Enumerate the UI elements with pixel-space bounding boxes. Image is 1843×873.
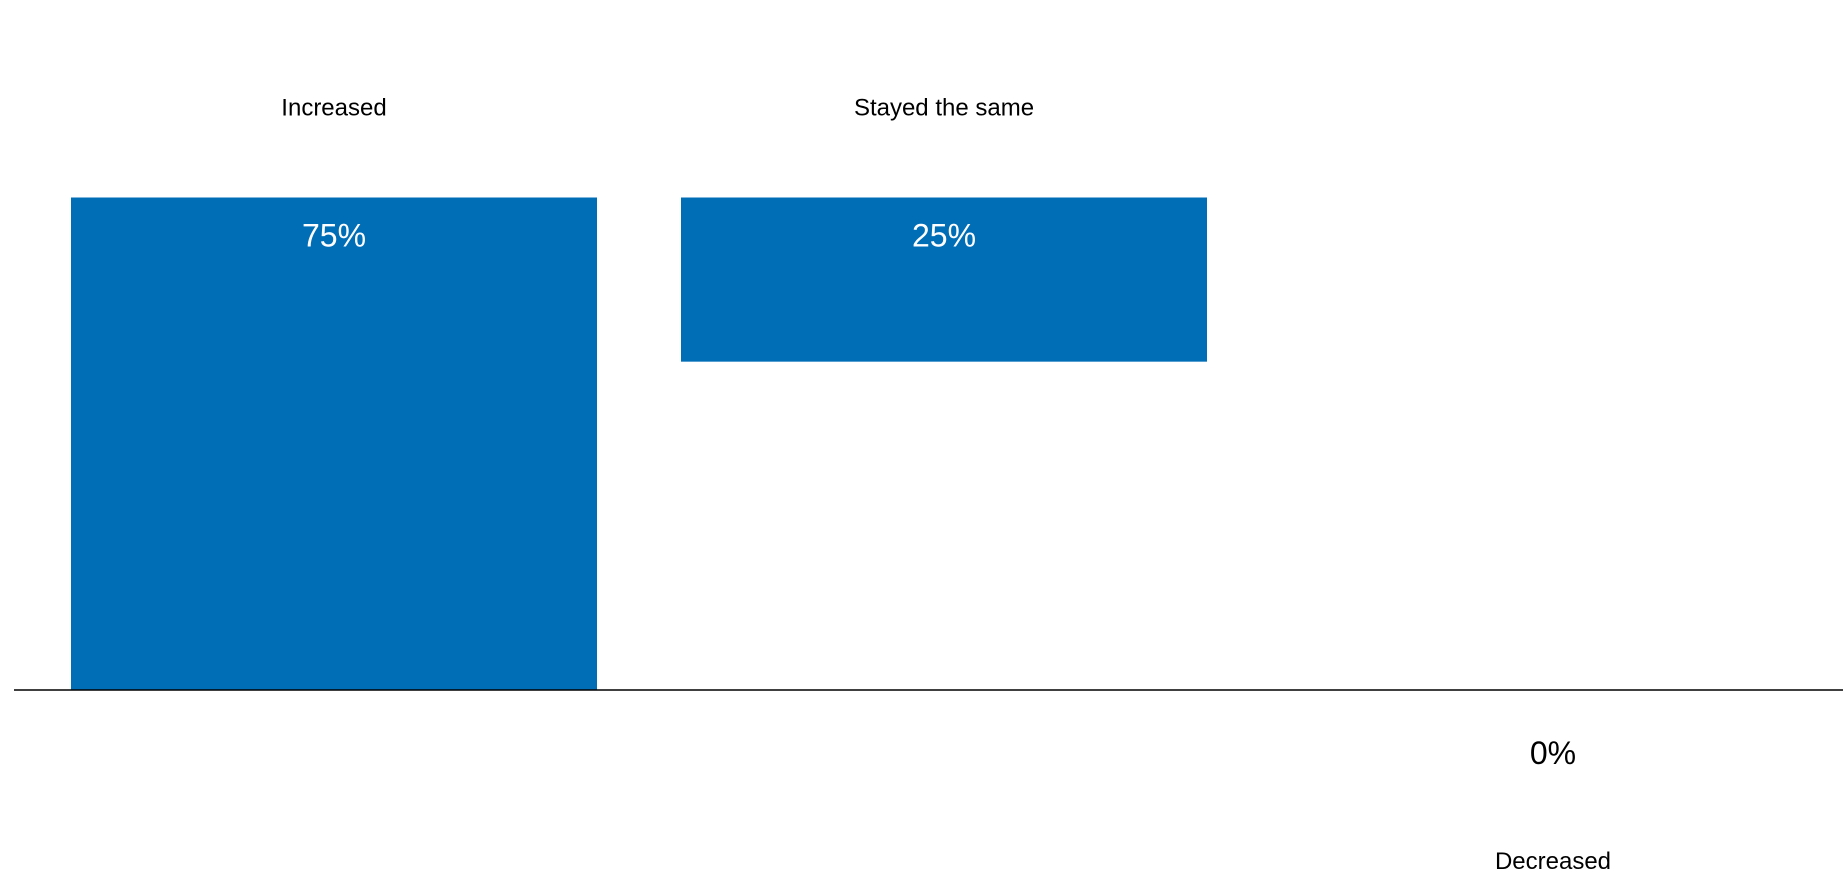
labels-layer: 75% Increased 25% Stayed the same 0% Decrease… [281,95,1611,873]
category-label-increased: Increased [281,95,386,122]
value-label-increased: 75% [302,218,366,254]
value-label-decreased: 0% [1530,735,1576,771]
category-label-stayed-the-same: Stayed the same [854,95,1034,122]
value-label-stayed-the-same: 25% [912,218,976,254]
bar-stayed-the-same [681,197,1207,362]
bar-increased [71,197,597,690]
category-label-decreased: Decreased [1495,848,1611,873]
bars-layer [71,197,1207,690]
